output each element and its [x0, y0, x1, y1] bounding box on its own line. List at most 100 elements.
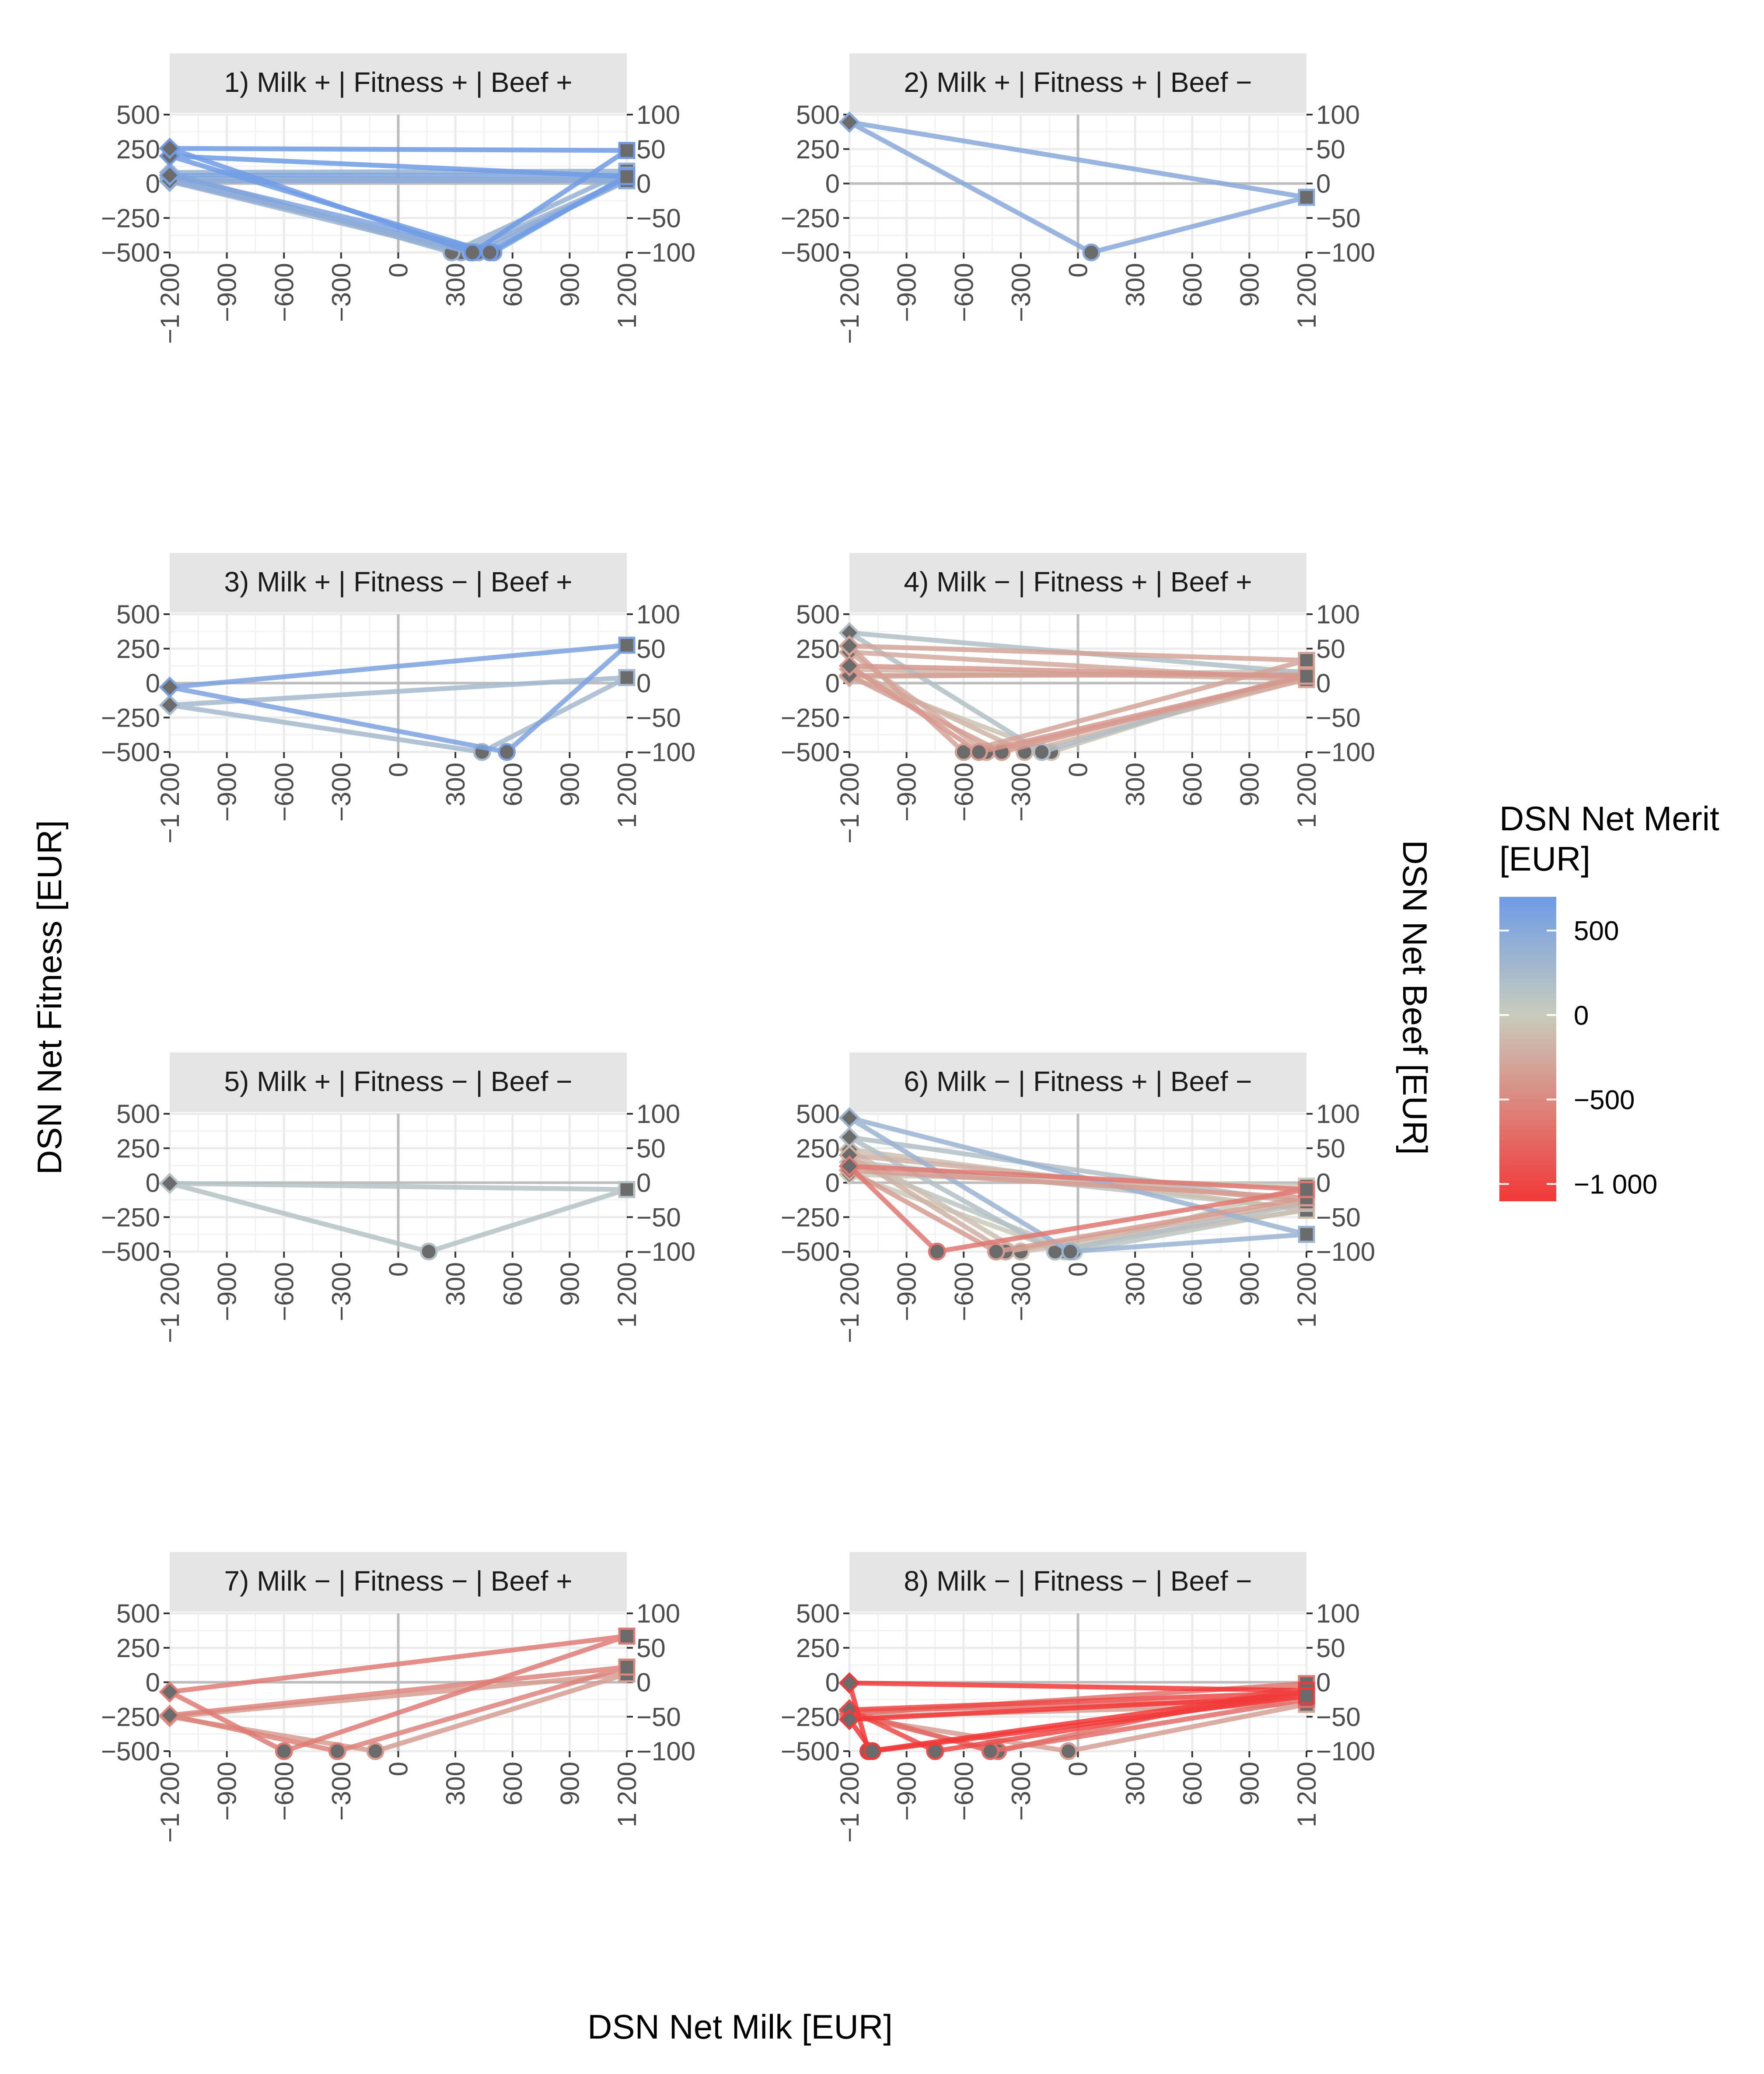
legend-color-step: [1499, 1084, 1556, 1090]
triangle-line: [847, 119, 1309, 255]
x-tick-label: 300: [441, 263, 470, 307]
x-tick-label: 600: [1178, 762, 1207, 806]
left-tick-label: 250: [116, 1633, 160, 1663]
x-tick-label: −600: [269, 263, 299, 322]
milk-circle-point: [970, 743, 988, 761]
x-tick-label: 300: [1121, 762, 1150, 806]
left-tick-label: −500: [101, 738, 160, 767]
x-tick-label: 300: [1121, 263, 1150, 307]
fitness-diamond-point: [159, 1704, 181, 1726]
x-tick-label: −600: [269, 1262, 299, 1321]
triangle-series: [838, 1159, 1315, 1261]
right-tick-label: 0: [636, 169, 651, 199]
legend-color-step: [1499, 1079, 1556, 1085]
legend-color-step: [1499, 912, 1556, 918]
left-tick-label: −250: [101, 203, 160, 233]
legend-color-step: [1499, 917, 1556, 923]
left-tick-label: −250: [781, 1702, 840, 1731]
x-tick-label: −1 200: [835, 1262, 864, 1343]
right-tick-label: −100: [636, 238, 695, 267]
legend-color-step: [1499, 1069, 1556, 1075]
legend-colorbar: [1499, 897, 1556, 1201]
fitness-diamond-point: [159, 1681, 181, 1703]
legend-title-line1: DSN Net Merit: [1499, 799, 1719, 838]
x-tick-label: 1 200: [612, 1762, 642, 1827]
triangle-series: [838, 655, 1315, 761]
right-tick-label: 100: [636, 1099, 680, 1129]
x-tick-label: 900: [555, 1262, 584, 1306]
right-tick-label: −100: [1316, 238, 1375, 267]
x-tick-label: −600: [949, 762, 978, 822]
left-tick-label: −500: [101, 1737, 160, 1766]
x-tick-label: 900: [555, 762, 584, 806]
x-tick-label: −300: [327, 762, 356, 822]
left-tick-label: 500: [116, 100, 160, 129]
legend-color-step: [1499, 972, 1556, 979]
right-tick-label: −50: [1316, 703, 1361, 732]
right-tick-label: 100: [1316, 100, 1360, 129]
triangle-line: [847, 1702, 1309, 1754]
x-tick-label: 1 200: [612, 263, 642, 329]
right-tick-label: 100: [1316, 600, 1360, 629]
panels: 1) Milk + | Fitness + | Beef +5002500−25…: [101, 53, 1375, 1843]
panel-strip: [170, 1552, 627, 1612]
left-tick-label: −500: [101, 238, 160, 267]
legend-color-step: [1499, 1059, 1556, 1065]
x-tick-label: −900: [213, 1262, 242, 1321]
x-tick-label: −300: [1006, 1762, 1036, 1821]
fitness-diamond-point: [838, 1155, 860, 1177]
x-tick-label: −900: [892, 263, 922, 322]
panel-title: 5) Milk + | Fitness − | Beef −: [224, 1066, 572, 1097]
panel-title: 8) Milk − | Fitness − | Beef −: [904, 1565, 1252, 1597]
right-tick-label: −50: [1316, 1203, 1361, 1232]
triangle-line: [847, 1168, 1309, 1254]
right-tick-label: 100: [1316, 1099, 1360, 1129]
x-tick-label: −1 200: [155, 1762, 185, 1843]
legend-color-step: [1499, 947, 1556, 953]
right-tick-label: −100: [636, 1237, 695, 1266]
panel-strip: [849, 553, 1306, 612]
legend-color-step: [1499, 1150, 1556, 1156]
legend-color-step: [1499, 1043, 1556, 1049]
left-tick-label: 250: [796, 135, 840, 164]
milk-circle-point: [419, 1242, 438, 1261]
panel-title: 6) Milk − | Fitness + | Beef −: [904, 1066, 1252, 1097]
triangle-series: [159, 637, 636, 761]
panel-8: 8) Milk − | Fitness − | Beef −5002500−25…: [781, 1552, 1375, 1843]
fitness-diamond-point: [838, 1672, 860, 1694]
legend-color-step: [1499, 1003, 1556, 1009]
left-tick-label: 500: [116, 1099, 160, 1129]
legend-color-step: [1499, 993, 1556, 999]
left-tick-label: 0: [825, 1168, 840, 1198]
x-tick-label: 1 200: [1292, 1262, 1321, 1328]
legend-color-step: [1499, 983, 1556, 989]
right-tick-label: 50: [1316, 1633, 1345, 1663]
y2-axis-title: DSN Net Beef [EUR]: [1396, 840, 1434, 1155]
x-tick-label: 600: [1178, 263, 1207, 307]
right-tick-label: −50: [636, 703, 681, 732]
x-tick-label: −1 200: [155, 263, 185, 344]
fitness-diamond-point: [159, 137, 181, 159]
x-tick-label: −600: [949, 263, 978, 322]
legend-color-step: [1499, 958, 1556, 963]
x-tick-label: −300: [327, 263, 356, 322]
triangle-series: [159, 1627, 636, 1760]
right-tick-label: −50: [1316, 1702, 1361, 1731]
legend-color-step: [1499, 1160, 1556, 1166]
legend-color-step: [1499, 1180, 1556, 1186]
triangle-line: [847, 643, 1309, 755]
x-tick-label: 0: [1064, 1262, 1093, 1277]
panel-strip: [849, 1552, 1306, 1612]
triangle-line: [167, 643, 629, 755]
left-tick-label: −250: [101, 1203, 160, 1232]
right-tick-label: 0: [1316, 169, 1331, 199]
left-tick-label: 500: [116, 1599, 160, 1628]
x-tick-label: 0: [384, 263, 413, 277]
x-tick-label: 1 200: [612, 762, 642, 828]
right-tick-label: −50: [636, 203, 681, 233]
right-tick-label: 100: [1316, 1599, 1360, 1628]
right-tick-label: 50: [1316, 634, 1345, 664]
legend-color-step: [1499, 942, 1556, 948]
legend-label: 0: [1574, 1000, 1589, 1031]
panel-title: 1) Milk + | Fitness + | Beef +: [224, 66, 572, 98]
